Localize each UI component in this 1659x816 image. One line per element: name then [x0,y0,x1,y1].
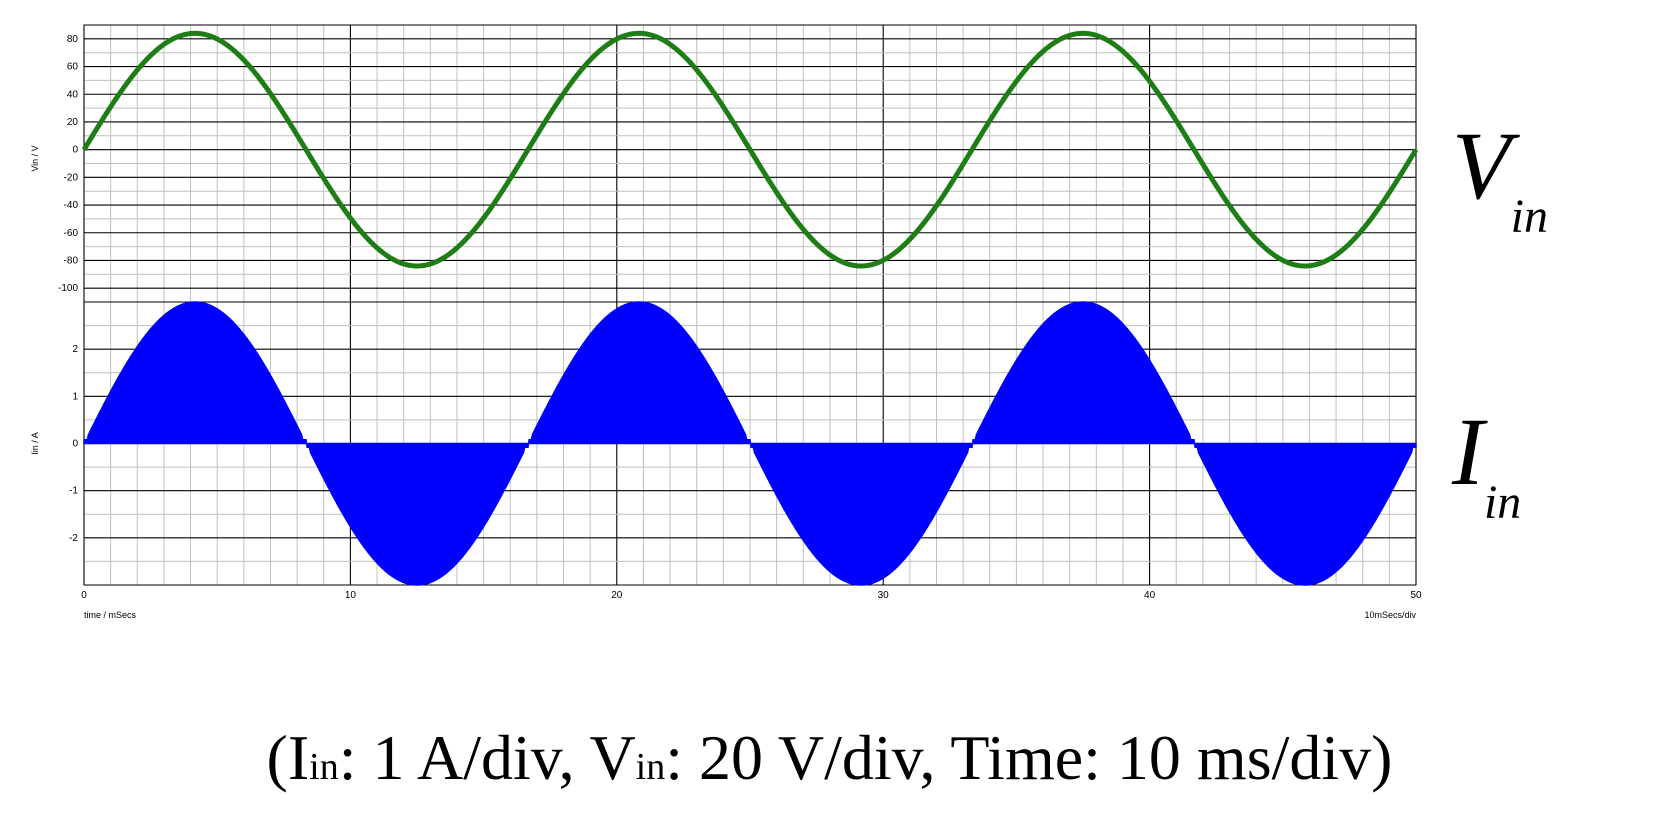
iin-label-sub: in [1483,476,1522,529]
vin-y-tick: 20 [67,117,79,128]
vin-y-tick: 40 [67,89,79,100]
x-tick: 50 [1410,590,1422,601]
vin-y-tick: -40 [64,200,79,211]
iin-y-tick: 0 [72,439,78,450]
vin-axis-label: Vin / V [30,145,40,171]
iin-y-tick: -1 [69,486,78,497]
iin-y-tick: 2 [72,344,78,355]
iin-signal-label: Iin [1452,404,1521,527]
vin-y-tick: -100 [58,283,78,294]
scale-caption: (Iin: 1 A/div, Vin: 20 V/div, Time: 10 m… [0,726,1659,790]
vin-label-sub: in [1510,190,1548,243]
caption-part-2: : 1 A/div, V [338,722,636,793]
vin-y-tick: -20 [64,172,79,183]
x-tick: 30 [878,590,890,601]
x-tick: 20 [611,590,623,601]
vin-panel: 80 60 40 20 0 -20 -40 -60 -80 -100 Vin / V [30,24,1419,303]
iin-y-tick: 1 [72,391,78,402]
vin-y-tick: -80 [64,255,79,266]
vin-label-main: V [1452,112,1511,219]
iin-y-tick: -2 [69,533,78,544]
x-tick: 10 [345,590,357,601]
caption-open: (I [266,722,310,793]
x-tick: 40 [1144,590,1156,601]
vin-y-tick: 0 [72,145,78,156]
caption-part-3: : 20 V/div, Time: 10 ms/div) [665,722,1393,793]
caption-sub-2: in [635,746,666,788]
iin-label-main: I [1452,398,1484,505]
vin-y-tick: 60 [67,62,79,73]
vin-y-tick: -60 [64,228,79,239]
x-tick: 0 [81,590,87,601]
caption-sub-1: in [309,746,339,788]
vin-y-tick: 80 [67,34,79,45]
vin-signal-label: Vin [1452,118,1548,241]
iin-axis-label: Iin / A [30,432,40,455]
x-scale-label: 10mSecs/div [1364,610,1416,620]
x-axis-label: time / mSecs [84,610,137,620]
